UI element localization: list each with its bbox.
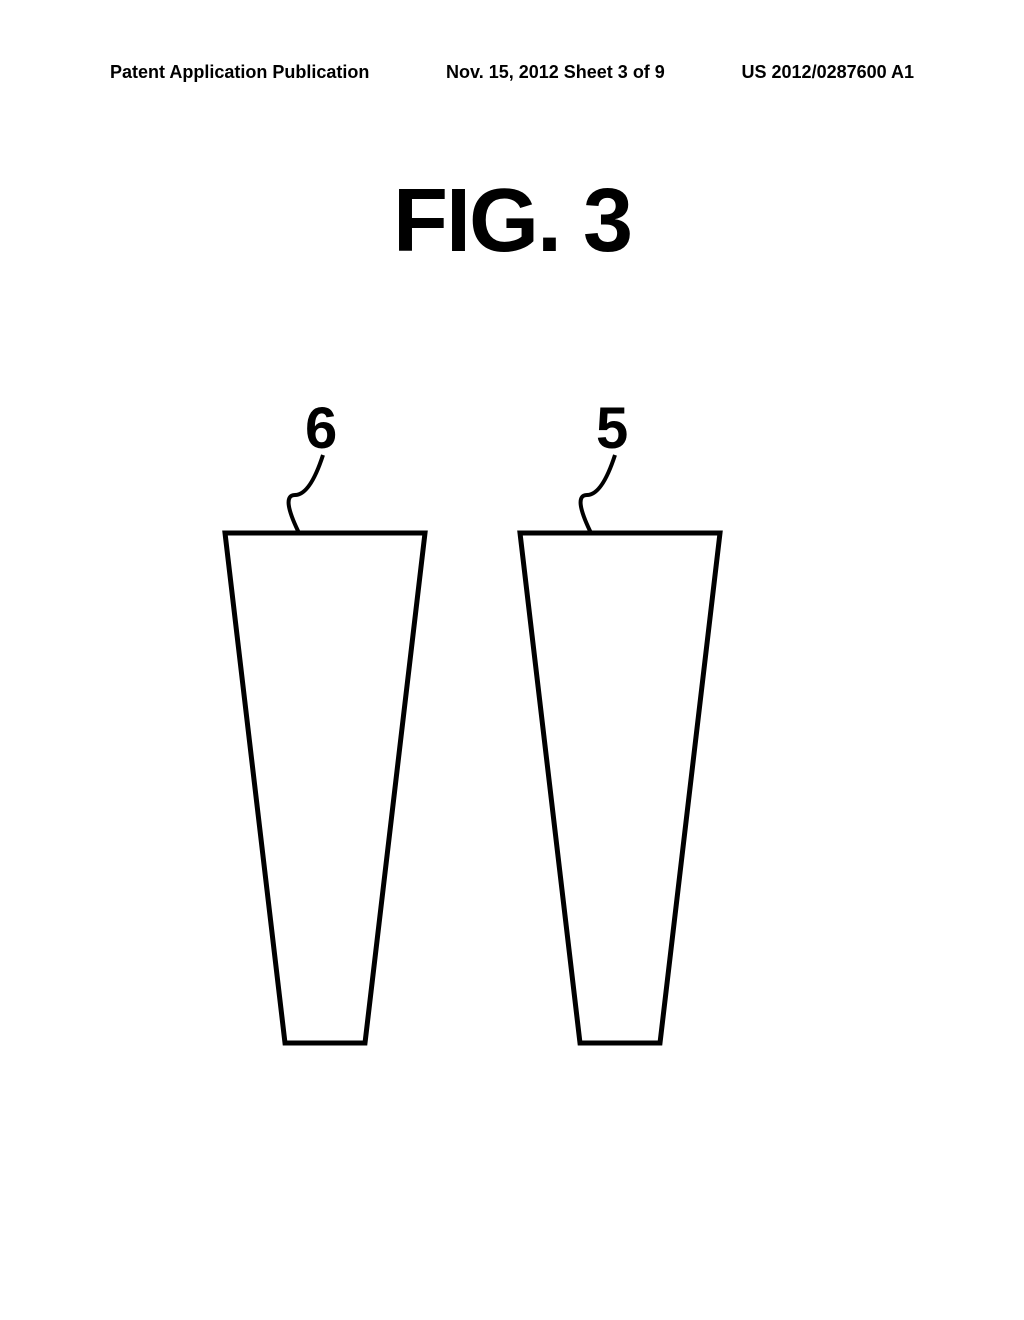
header-left: Patent Application Publication <box>110 62 369 83</box>
figure-title: FIG. 3 <box>393 170 631 273</box>
patent-header: Patent Application Publication Nov. 15, … <box>0 62 1024 83</box>
trapezoid-5 <box>0 395 1024 1095</box>
header-center: Nov. 15, 2012 Sheet 3 of 9 <box>446 62 665 83</box>
header-right: US 2012/0287600 A1 <box>742 62 914 83</box>
